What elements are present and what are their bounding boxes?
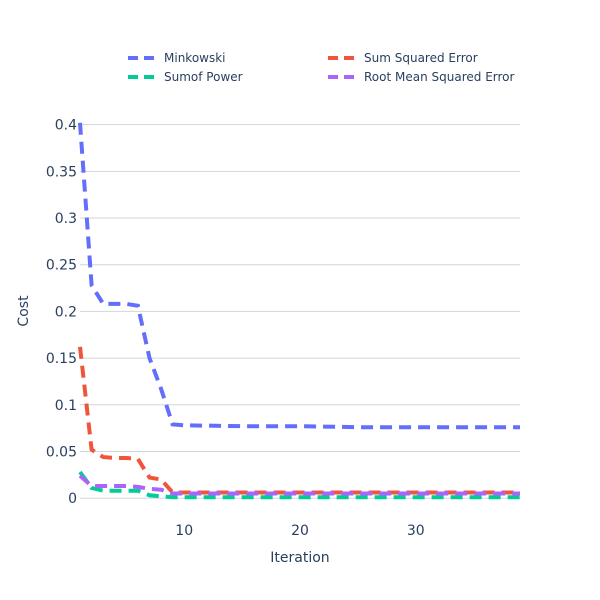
x-axis: 10 20 30 (175, 523, 424, 539)
y-tick-label: 0.25 (46, 258, 77, 274)
x-tick-label: 20 (291, 523, 309, 539)
x-tick-label: 10 (175, 523, 193, 539)
y-tick-label: 0.3 (55, 211, 77, 227)
y-tick-label: 0.1 (55, 398, 77, 414)
y-tick-label: 0.05 (46, 444, 77, 460)
y-axis: 0 0.05 0.1 0.15 0.2 0.25 0.3 0.35 0.4 (46, 118, 77, 507)
series-line-sum-squared-error (78, 346, 520, 495)
y-tick-label: 0 (68, 491, 77, 507)
legend-label-minkowski: Minkowski (164, 51, 226, 65)
legend: Minkowski Sum Squared Error Sumof Power Roo… (128, 51, 515, 84)
legend-label-root-mean-squared-error: Root Mean Squared Error (364, 70, 515, 84)
y-tick-label: 0.35 (46, 164, 77, 180)
y-tick-label: 0.4 (55, 118, 77, 134)
series-line-sumof-power (78, 470, 520, 500)
series-line-minkowski (78, 122, 520, 430)
plot-area (78, 122, 520, 500)
x-tick-label: 30 (407, 523, 425, 539)
y-axis-title: Cost (16, 295, 32, 327)
x-axis-title: Iteration (270, 550, 329, 566)
legend-label-sumof-power: Sumof Power (164, 70, 243, 84)
y-gridlines (80, 124, 520, 499)
legend-label-sum-squared-error: Sum Squared Error (364, 51, 478, 65)
series-line-root-mean-squared-error (78, 474, 520, 496)
y-tick-label: 0.15 (46, 351, 77, 367)
y-tick-label: 0.2 (55, 304, 77, 320)
